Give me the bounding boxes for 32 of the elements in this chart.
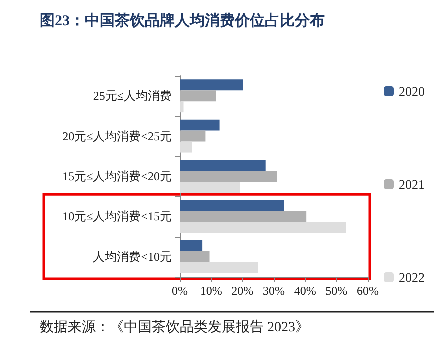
- bar: [180, 142, 192, 153]
- legend-label: 2020: [399, 84, 425, 99]
- bar: [180, 160, 266, 172]
- x-tick-label: 40%: [294, 284, 316, 298]
- bar: [180, 251, 210, 262]
- x-tick-label: 50%: [326, 284, 348, 298]
- y-tick-label: 25元≤人均消费: [93, 89, 172, 104]
- bar: [180, 262, 258, 274]
- bar: [180, 222, 346, 234]
- legend-label: 2022: [399, 270, 425, 285]
- bar: [180, 200, 284, 212]
- source-note: 数据来源：《中国茶饮品类发展报告 2023》: [40, 320, 310, 336]
- bar: [180, 240, 203, 252]
- x-tick-label: 30%: [263, 284, 285, 298]
- x-tick-label: 60%: [357, 284, 379, 298]
- bar: [180, 102, 184, 113]
- y-tick-label: 20元≤人均消费<25元: [62, 129, 172, 144]
- bar: [180, 80, 244, 91]
- bar: [180, 120, 220, 131]
- bar: [180, 90, 216, 102]
- y-tick-label: 10元≤人均消费<15元: [62, 210, 172, 224]
- x-tick-label: 20%: [232, 284, 254, 298]
- y-tick-label: 15元≤人均消费<20元: [62, 170, 172, 184]
- x-tick-label: 0%: [172, 284, 188, 298]
- bar: [180, 171, 278, 182]
- bar: [180, 182, 240, 193]
- y-tick-label: 人均消费<10元: [93, 250, 172, 264]
- bar: [180, 211, 307, 222]
- x-tick-label: 10%: [200, 284, 222, 298]
- chart-title: 图23：中国茶饮品牌人均消费价位占比分布: [40, 12, 325, 30]
- bar: [180, 130, 206, 142]
- legend-label: 2021: [399, 177, 425, 192]
